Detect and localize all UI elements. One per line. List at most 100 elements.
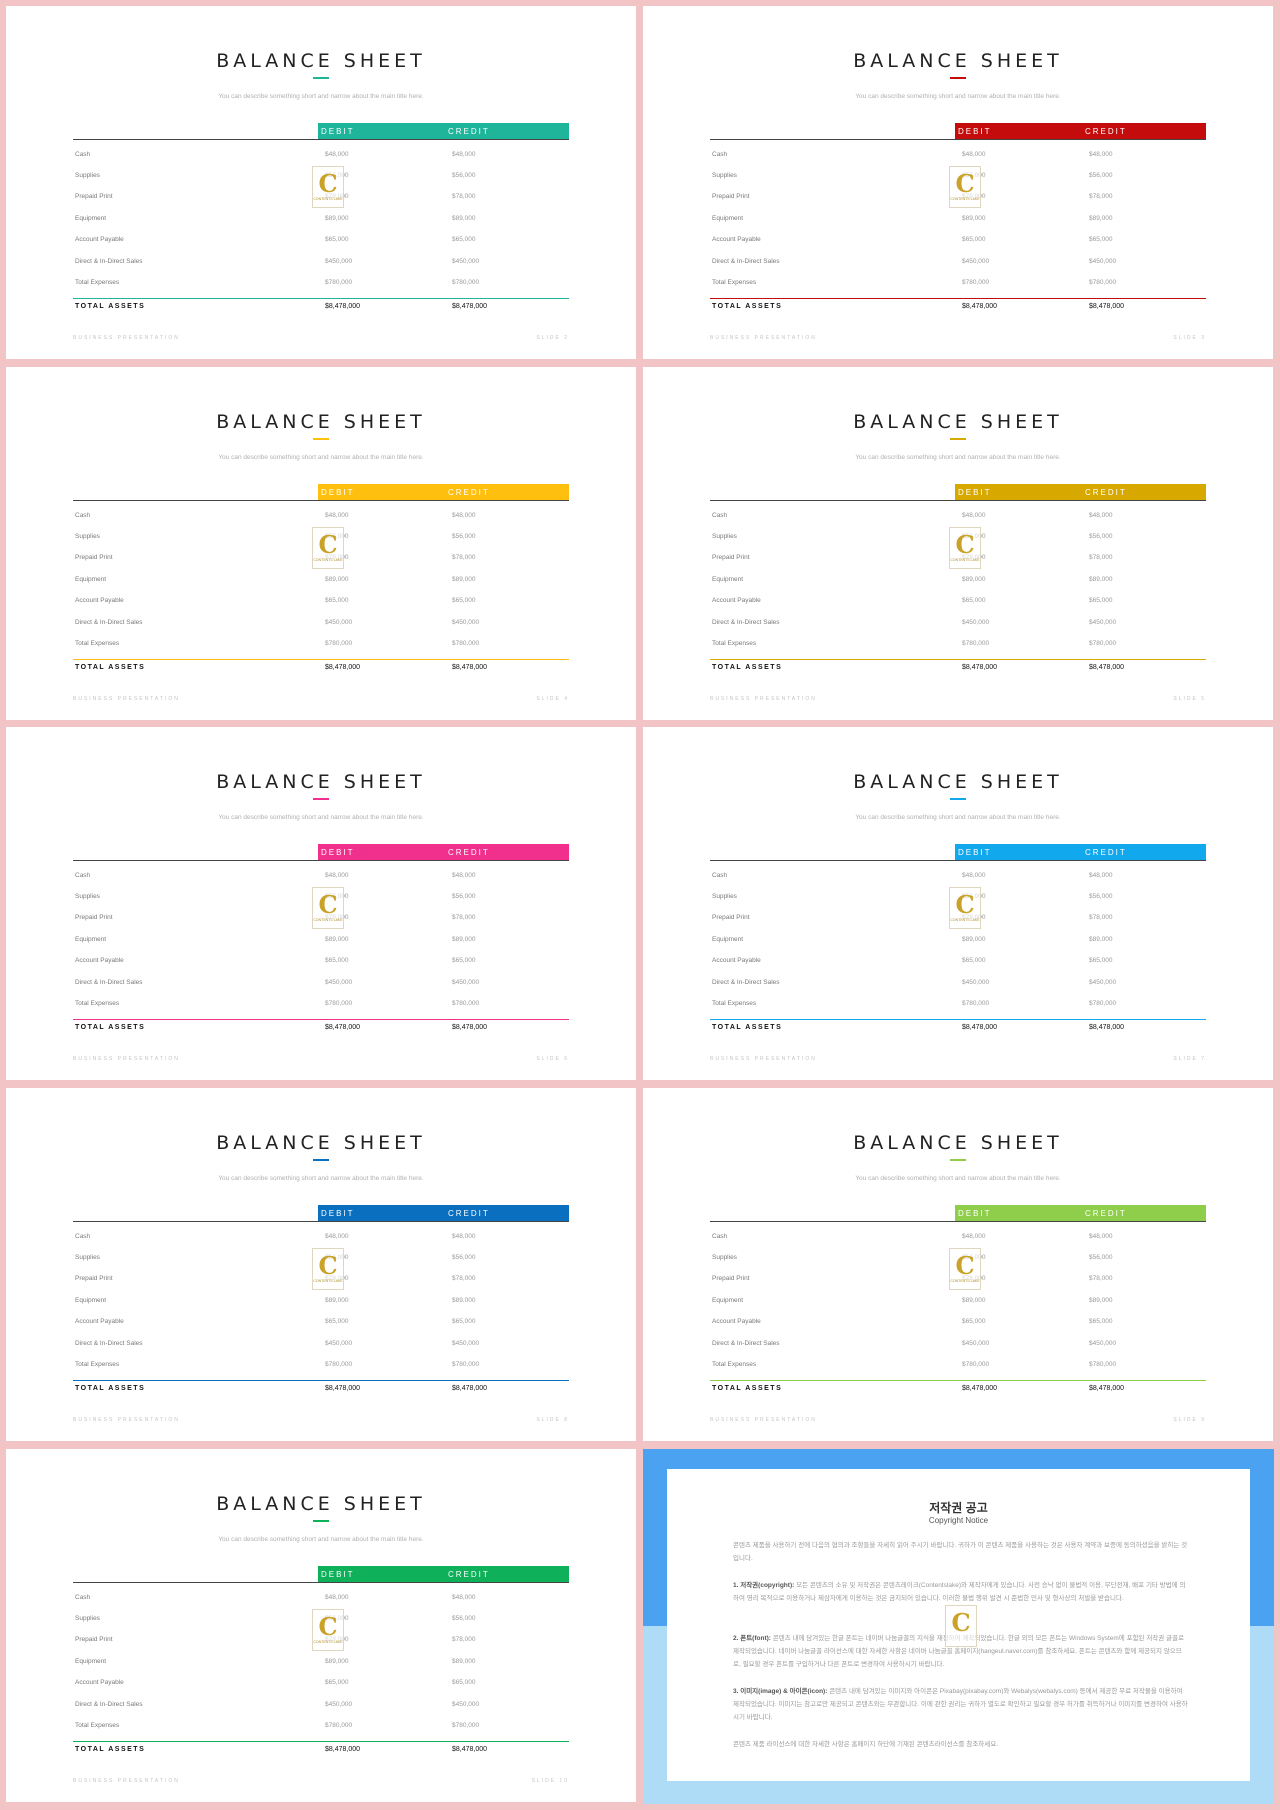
total-label: TOTAL ASSETS xyxy=(75,303,146,310)
notice-subtitle: Copyright Notice xyxy=(928,1516,989,1525)
table-header-bar xyxy=(955,123,1206,139)
total-debit: $8,478,000 xyxy=(325,1746,361,1753)
slide-number: SLIDE 5 xyxy=(1173,696,1206,702)
table-row: Cash $48,000 $48,000 xyxy=(73,872,569,888)
balance-sheet-slide: BALANCE SHEET You can describe something… xyxy=(643,367,1273,720)
watermark-text: CONTENTS LAKE xyxy=(313,1279,343,1283)
row-credit: $48,000 xyxy=(452,1594,476,1601)
row-debit: $89,000 xyxy=(962,576,986,583)
table-header-bar xyxy=(955,484,1206,500)
table-row: Direct & In-Direct Sales $450,000 $450,0… xyxy=(710,258,1206,274)
total-credit: $8,478,000 xyxy=(452,1746,488,1753)
header-divider xyxy=(710,860,1206,861)
table-row: Total Expenses $780,000 $780,000 xyxy=(73,1361,569,1377)
watermark-text: CONTENTS LAKE xyxy=(950,1279,980,1283)
row-label: Prepaid Print xyxy=(712,193,750,200)
watermark-text: CONTENTS LAKE xyxy=(313,558,343,562)
row-credit: $450,000 xyxy=(1089,258,1117,265)
row-credit: $89,000 xyxy=(1089,936,1113,943)
table-header-bar xyxy=(318,1205,569,1221)
watermark-logo: C xyxy=(945,1605,977,1647)
row-label: Direct & In-Direct Sales xyxy=(712,258,780,265)
total-credit: $8,478,000 xyxy=(1089,303,1125,310)
row-label: Cash xyxy=(75,151,91,158)
table-header-bar xyxy=(955,844,1206,860)
debit-header: DEBIT xyxy=(321,127,355,136)
row-credit: $780,000 xyxy=(1089,1000,1117,1007)
row-credit: $56,000 xyxy=(1089,1254,1113,1261)
credit-header: CREDIT xyxy=(1085,127,1127,136)
row-label: Account Payable xyxy=(712,236,761,243)
row-credit: $450,000 xyxy=(1089,619,1117,626)
row-credit: $48,000 xyxy=(1089,512,1113,519)
row-credit: $78,000 xyxy=(452,1275,476,1282)
row-label: Cash xyxy=(75,1594,91,1601)
watermark-letter: C xyxy=(951,1608,971,1637)
row-debit: $65,000 xyxy=(325,1679,349,1686)
table-row: Equipment $89,000 $89,000 xyxy=(710,936,1206,952)
table-row: Cash $48,000 $48,000 xyxy=(710,151,1206,167)
row-debit: $780,000 xyxy=(962,640,990,647)
row-credit: $450,000 xyxy=(452,258,480,265)
total-row: TOTAL ASSETS $8,478,000 $8,478,000 xyxy=(710,1024,1206,1040)
table-row: Total Expenses $780,000 $780,000 xyxy=(73,1000,569,1016)
row-label: Cash xyxy=(75,872,91,879)
table-row: Account Payable $65,000 $65,000 xyxy=(73,597,569,613)
title-accent-rule xyxy=(313,77,329,79)
header-divider xyxy=(710,1221,1206,1222)
row-label: Total Expenses xyxy=(75,1722,120,1729)
row-label: Account Payable xyxy=(75,236,124,243)
row-credit: $89,000 xyxy=(452,215,476,222)
table-row: Account Payable $65,000 $65,000 xyxy=(710,1318,1206,1334)
watermark-letter: C xyxy=(955,1251,975,1280)
credit-header: CREDIT xyxy=(1085,848,1127,857)
table-row: Total Expenses $780,000 $780,000 xyxy=(710,1361,1206,1377)
table-row: Total Expenses $780,000 $780,000 xyxy=(73,279,569,295)
slide-subtitle: You can describe something short and nar… xyxy=(218,454,424,461)
slide-subtitle: You can describe something short and nar… xyxy=(218,1536,424,1543)
notice-paragraph-copyright: 1. 저작권(copyright): 모든 콘텐츠의 소유 및 저작권은 콘텐츠… xyxy=(733,1579,1189,1605)
row-label: Equipment xyxy=(75,1297,107,1304)
title-accent-rule xyxy=(950,798,966,800)
total-credit: $8,478,000 xyxy=(1089,1385,1125,1392)
watermark-text: CONTENTS LAKE xyxy=(313,197,343,201)
row-label: Account Payable xyxy=(712,1318,761,1325)
table-row: Equipment $89,000 $89,000 xyxy=(73,576,569,592)
credit-header: CREDIT xyxy=(448,848,490,857)
notice-paragraph-heading: 2. 폰트(font): xyxy=(733,1635,771,1642)
row-credit: $48,000 xyxy=(452,512,476,519)
row-label: Direct & In-Direct Sales xyxy=(75,1340,143,1347)
row-credit: $780,000 xyxy=(452,279,480,286)
table-row: Direct & In-Direct Sales $450,000 $450,0… xyxy=(73,619,569,635)
table-row: Direct & In-Direct Sales $450,000 $450,0… xyxy=(73,258,569,274)
row-debit: $450,000 xyxy=(325,619,353,626)
row-credit: $780,000 xyxy=(452,1000,480,1007)
row-debit: $65,000 xyxy=(962,1318,986,1325)
total-divider xyxy=(710,1380,1206,1381)
slide-title: BALANCE SHEET xyxy=(853,50,1063,72)
notice-paragraph-heading: 1. 저작권(copyright): xyxy=(733,1582,795,1589)
table-row: Account Payable $65,000 $65,000 xyxy=(73,957,569,973)
row-credit: $78,000 xyxy=(452,914,476,921)
total-debit: $8,478,000 xyxy=(962,303,998,310)
slide-title: BALANCE SHEET xyxy=(853,1132,1063,1154)
total-divider xyxy=(73,1380,569,1381)
row-credit: $450,000 xyxy=(452,1340,480,1347)
table-row: Account Payable $65,000 $65,000 xyxy=(710,957,1206,973)
row-label: Cash xyxy=(712,872,728,879)
total-row: TOTAL ASSETS $8,478,000 $8,478,000 xyxy=(73,303,569,319)
total-divider xyxy=(73,659,569,660)
row-label: Equipment xyxy=(75,1658,107,1665)
total-divider xyxy=(710,298,1206,299)
row-label: Prepaid Print xyxy=(75,1636,113,1643)
header-divider xyxy=(710,139,1206,140)
table-row: Equipment $89,000 $89,000 xyxy=(73,936,569,952)
footer-left: BUSINESS PRESENTATION xyxy=(73,1056,180,1062)
row-credit: $78,000 xyxy=(1089,914,1113,921)
debit-header: DEBIT xyxy=(958,1209,992,1218)
row-credit: $89,000 xyxy=(1089,1297,1113,1304)
row-credit: $780,000 xyxy=(1089,1361,1117,1368)
slide-title: BALANCE SHEET xyxy=(216,1493,426,1515)
watermark-logo: C CONTENTS LAKE xyxy=(312,1609,344,1651)
row-debit: $450,000 xyxy=(962,619,990,626)
